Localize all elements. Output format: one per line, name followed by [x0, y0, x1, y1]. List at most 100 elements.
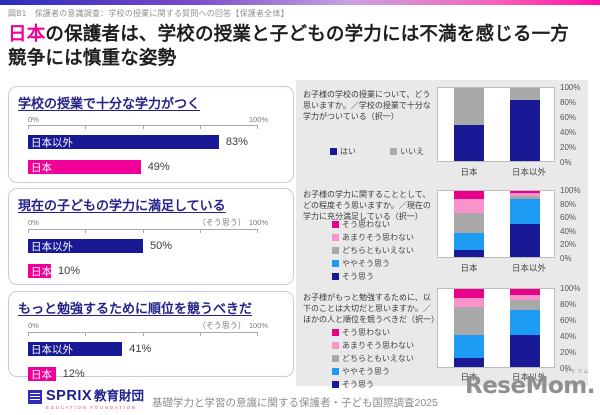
legend-label: あまりそう思わない [342, 233, 414, 242]
sprix-logo-text: SPRIX 教育財団 EDUCATION FOUNDATION [46, 389, 144, 410]
title-line1-rest: の保護者は、学校の授業と子どもの学力には不満を感じる一方 [45, 23, 570, 44]
plot-wrap: 100% 80% 60% 40% 20% 0% [437, 83, 580, 171]
segment-そう思う [454, 357, 484, 367]
x-axis-labels: 0% 100% [28, 115, 268, 124]
axis-min-label: 0% [28, 321, 39, 330]
y-tick-label: 0% [560, 253, 572, 263]
axis-max-label: 100% [248, 321, 268, 330]
main-title: 日本の保護者は、学校の授業と子どもの学力には不満を感じる一方 競争には慎重な姿勢 [8, 22, 569, 69]
legend-label: そう思う [342, 380, 374, 389]
sprix-logo-japanese: 教育財団 [94, 389, 145, 403]
bars-area: 日本以外 83% 日本 49% [28, 135, 284, 174]
segment-そう思わない [510, 191, 540, 193]
bar-japan: 日本 [28, 367, 56, 381]
legend-label: あまりそう思わない [342, 341, 414, 350]
y-tick-label: 60% [560, 213, 577, 223]
legend-item: そう思う [332, 379, 414, 390]
legend-swatch [332, 234, 339, 241]
stacked-bar-日本 [454, 191, 484, 257]
x-axis [28, 229, 258, 233]
segment-そう思う [510, 334, 540, 367]
chart-box-title: 学校の授業で十分な学力がつく [18, 96, 201, 111]
chart-legend: そう思わない あまりそう思わない どちらともいえない ややそう思う そう思う [332, 219, 414, 282]
bar-value: 49% [147, 161, 170, 173]
bar-label: 日本以外 [31, 136, 73, 149]
legend-label: ややそう思う [342, 259, 390, 268]
y-tick-label: 0% [560, 364, 572, 373]
segment-どちらともいえない [454, 306, 484, 336]
legend-label: どちらともいえない [342, 354, 414, 363]
category-label: 日本 [460, 372, 478, 382]
x-axis [28, 332, 258, 336]
plot-area [437, 87, 555, 162]
segment-あまりそう思わない [510, 192, 540, 196]
y-tick-label: 60% [560, 113, 577, 122]
legend-label: そう思わない [342, 220, 390, 229]
plot-area [437, 288, 555, 368]
bar-row: 日本 49% [28, 160, 284, 174]
bar-label: 日本以外 [31, 240, 73, 253]
segment-そう思わない [510, 289, 540, 296]
legend-swatch [332, 260, 339, 267]
stacked-bar-日本以外 [510, 289, 540, 367]
segment-あまりそう思わない [454, 297, 484, 307]
legend-item: そう思わない [332, 327, 414, 338]
segment-そう思わない [454, 191, 484, 199]
legend-swatch [332, 355, 339, 362]
y-tick-label: 80% [560, 98, 577, 107]
legend-label: そう思わない [342, 328, 390, 337]
legend-item: あまりそう思わない [332, 340, 414, 351]
chart-legend: はい いいえ [330, 146, 424, 157]
segment-ややそう思う [510, 310, 540, 335]
stacked-bar-日本 [454, 289, 484, 367]
segment-いいえ [510, 88, 540, 101]
axis-tick [28, 333, 29, 336]
legend-label: ややそう思う [342, 367, 390, 376]
axis-tick [85, 333, 87, 336]
resemom-logo-text: ReseMom. [465, 373, 596, 399]
axis-tick [199, 333, 201, 336]
axis-tick [199, 126, 201, 129]
segment-そう思う [454, 250, 484, 257]
chart-box-title: もっと勉強するために順位を競うべきだ [18, 301, 253, 316]
bar-value: 50% [150, 240, 173, 252]
stacked-bar-日本以外 [510, 88, 540, 161]
sprix-logo-mark-icon [28, 390, 42, 404]
chart-legend: そう思わないあまりそう思わない どちらともいえない ややそう思う そう思う [332, 327, 414, 390]
legend-swatch [332, 273, 339, 280]
plot-wrap: 100% 80% 60% 40% 20% 0% [437, 284, 580, 377]
chart-box-satisfaction: 現在の子どもの学力に満足している 0% （そう思う） 100% 日本以外 50% 日… [8, 188, 294, 285]
title-highlight: 日本 [8, 23, 46, 44]
axis-tick [28, 230, 29, 233]
axis-min-label: 0% [28, 218, 39, 227]
segment-ややそう思う [510, 198, 540, 224]
bar-japan: 日本 [28, 264, 52, 278]
y-tick-label: 100% [560, 284, 581, 293]
bar-row: 日本以外 41% [28, 342, 284, 356]
legend-swatch [390, 148, 397, 155]
bar-non-japan: 日本以外 [28, 342, 123, 356]
question-text: お子様の学校の授業について、どう思いますか。／学校の授業で十分な学力がついている… [303, 90, 431, 122]
y-tick-label: 20% [560, 240, 577, 250]
segment-そう思う [510, 223, 540, 257]
axis-max-label: 100% [248, 115, 268, 124]
segment-あまりそう思わない [510, 295, 540, 300]
legend-item: ややそう思う [332, 366, 414, 377]
sprix-foundation-logo: SPRIX 教育財団 EDUCATION FOUNDATION [28, 389, 144, 410]
y-axis-ticks: 100% 80% 60% 40% 20% 0% [560, 284, 580, 373]
segment-どちらともいえない [510, 195, 540, 199]
axis-tick [257, 333, 258, 336]
legend-label: そう思う [342, 272, 374, 281]
bar-japan: 日本 [28, 160, 141, 174]
sprix-logo-row: SPRIX 教育財団 [46, 389, 144, 404]
y-tick-label: 40% [560, 332, 577, 341]
axis-tick [85, 230, 87, 233]
bar-label: 日本以外 [31, 343, 73, 356]
question-text: お子様の学力に関することとして、どの程度そう思いますか。／現在の学力に充分満足し… [303, 190, 431, 222]
chart-box-competition: もっと勉強するために順位を競うべきだ 0% （そう思う） 100% 日本以外 41… [8, 291, 294, 381]
x-axis-labels: 0% （そう思う） 100% [28, 320, 268, 331]
y-tick-label: 0% [560, 158, 572, 167]
bar-label: 日本 [31, 368, 52, 381]
x-axis-labels: 0% （そう思う） 100% [28, 217, 268, 228]
